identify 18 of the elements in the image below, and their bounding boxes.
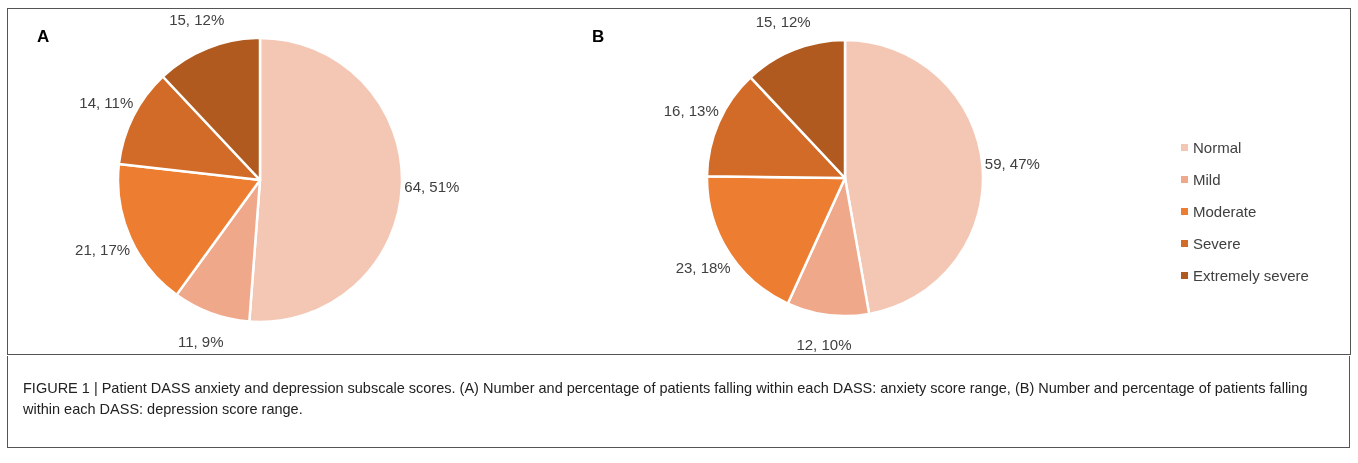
legend-label: Normal xyxy=(1193,139,1242,157)
legend-label: Mild xyxy=(1193,171,1221,189)
data-label: 16, 13% xyxy=(663,101,719,119)
data-label: 23, 18% xyxy=(675,259,731,277)
data-label: 15, 12% xyxy=(755,13,811,31)
legend-label: Extremely severe xyxy=(1193,267,1309,285)
data-label: 15, 12% xyxy=(169,11,225,29)
legend-label: Severe xyxy=(1193,235,1241,253)
data-label: 14, 11% xyxy=(79,94,134,112)
text: B xyxy=(592,27,605,46)
data-label: 12, 10% xyxy=(796,335,852,353)
data-label: 59, 47% xyxy=(984,154,1040,172)
data-label: 64, 51% xyxy=(404,177,460,195)
data-label: 21, 17% xyxy=(75,240,131,258)
data-label: 11, 9% xyxy=(177,332,224,350)
caption: FIGURE 1 | Patient DASS anxiety and depression subscale scores. (A) Number and percentage of patients falling within each DASS: anxiety score range, (B) Number and percentage of patients falling within each DASS: depression score range. xyxy=(23,379,1309,419)
legend-label: Moderate xyxy=(1193,203,1257,221)
text: A xyxy=(37,27,50,46)
